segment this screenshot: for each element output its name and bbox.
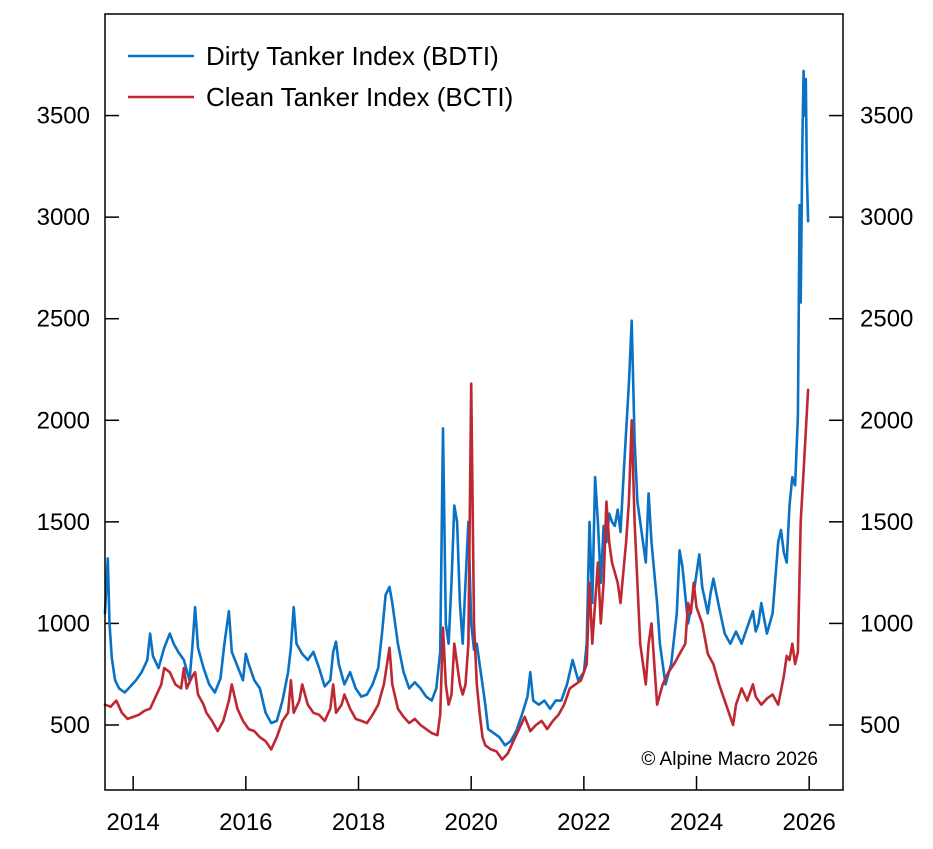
y-tick-label-right-1500: 1500 — [860, 509, 913, 536]
y-tick-label-right-2500: 2500 — [860, 306, 913, 333]
x-tick-label-2024: 2024 — [670, 809, 723, 836]
y-tick-label-left-2000: 2000 — [37, 407, 90, 434]
series-line-bdti — [103, 69, 810, 747]
y-tick-label-left-500: 500 — [50, 712, 90, 739]
y-tick-label-left-1500: 1500 — [37, 509, 90, 536]
x-tick-label-2016: 2016 — [219, 809, 272, 836]
x-tick-label-2018: 2018 — [332, 809, 385, 836]
copyright-annotation: © Alpine Macro 2026 — [641, 749, 818, 770]
tick-labels: 500 500 1000 1000 1500 1500 2000 2000 2500 2500 30… — [37, 103, 914, 836]
y-tick-label-right-1000: 1000 — [860, 610, 913, 637]
legend: Dirty Tanker Index (BDTI) Clean Tanker I… — [128, 41, 513, 112]
axis-ticks — [105, 114, 843, 790]
y-tick-label-left-2500: 2500 — [37, 306, 90, 333]
legend-label-bcti: Clean Tanker Index (BCTI) — [206, 82, 513, 112]
y-tick-label-right-3500: 3500 — [860, 103, 913, 130]
plot-frame — [104, 13, 844, 791]
legend-label-bdti: Dirty Tanker Index (BDTI) — [206, 41, 499, 71]
series-line-bcti — [103, 382, 810, 761]
series-lines — [103, 69, 810, 761]
y-tick-label-right-3000: 3000 — [860, 204, 913, 231]
y-tick-label-left-1000: 1000 — [37, 610, 90, 637]
y-tick-label-left-3000: 3000 — [37, 204, 90, 231]
x-tick-label-2022: 2022 — [557, 809, 610, 836]
y-tick-label-left-3500: 3500 — [37, 103, 90, 130]
x-tick-label-2014: 2014 — [106, 809, 159, 836]
y-tick-label-right-500: 500 — [860, 712, 900, 739]
x-tick-label-2026: 2026 — [783, 809, 836, 836]
x-tick-label-2020: 2020 — [444, 809, 497, 836]
y-tick-label-right-2000: 2000 — [860, 407, 913, 434]
